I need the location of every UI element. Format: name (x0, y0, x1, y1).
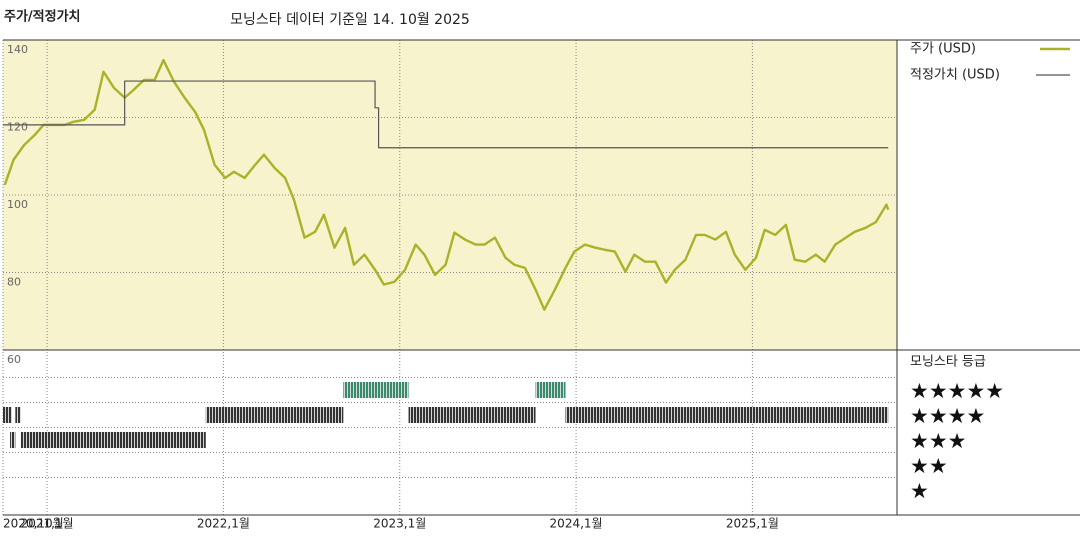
rating-bar (408, 407, 536, 423)
x-tick-label: 2025,1월 (726, 517, 779, 531)
price-line (3, 58, 890, 311)
y-tick-label: 100 (7, 198, 28, 211)
legend-label: 주가 (USD) (910, 42, 976, 57)
x-tick-label: 2022,1월 (197, 517, 250, 531)
chart-title: 주가/적정가치 (4, 9, 81, 25)
x-tick-label: 2020,10월 (3, 517, 64, 531)
y-tick-label: 80 (7, 276, 21, 289)
y-tick-label: 140 (7, 43, 28, 56)
x-tick-label: 2021,1월 (21, 517, 74, 531)
rating-label: ★★★★ (910, 404, 985, 428)
rating-label: ★★ (910, 454, 948, 478)
x-tick-label: 2023,1월 (373, 517, 426, 531)
rating-bar (535, 382, 566, 398)
rating-label: ★★★★★ (910, 379, 1004, 403)
fair-value-line (3, 80, 889, 149)
rating-bar (20, 432, 206, 448)
y-tick-label: 120 (7, 121, 28, 134)
rating-label: ★ (910, 479, 929, 503)
rating-bar (3, 407, 12, 423)
x-tick-label: 2024,1월 (550, 517, 603, 531)
rating-bar (343, 382, 409, 398)
rating-bar (15, 407, 21, 423)
rating-bar (10, 432, 16, 448)
rating-bar (205, 407, 344, 423)
y-tick-label: 60 (7, 353, 21, 366)
chart-subtitle: 모닝스타 데이터 기준일 14. 10월 2025 (230, 12, 470, 28)
rating-title: 모닝스타 등급 (910, 355, 986, 370)
legend-label: 적정가치 (USD) (910, 68, 1000, 83)
rating-bar (565, 407, 889, 423)
rating-label: ★★★ (910, 429, 966, 453)
